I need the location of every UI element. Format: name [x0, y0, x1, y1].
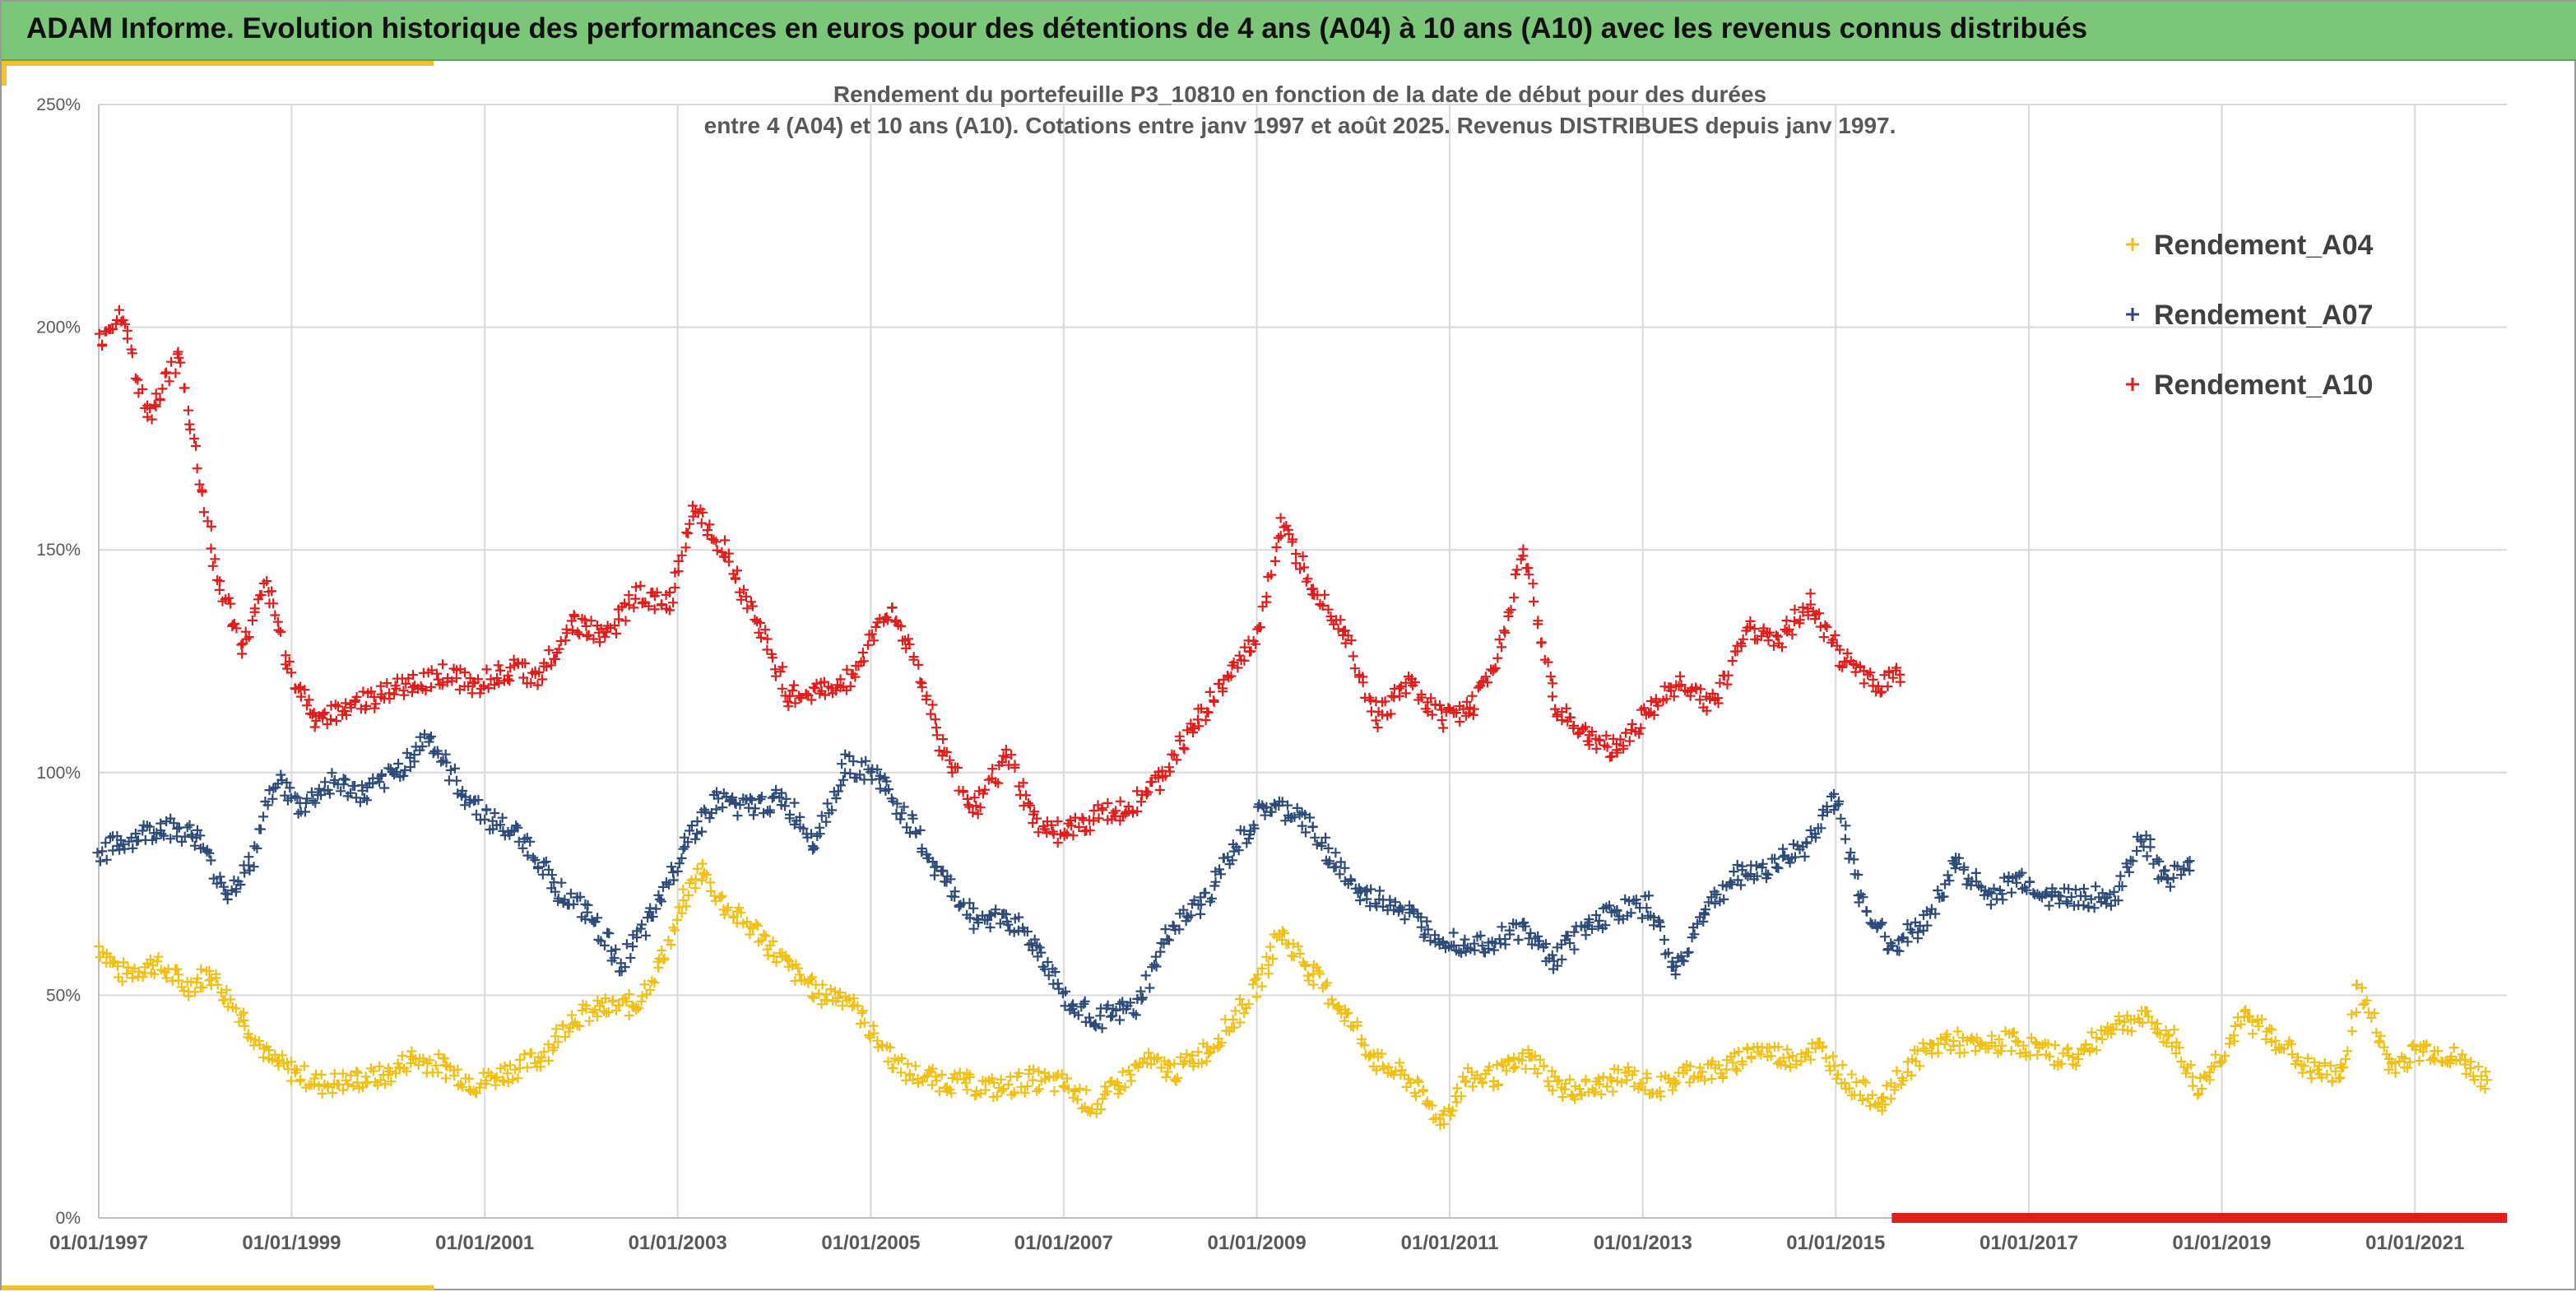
series-markers	[94, 858, 2492, 1131]
accent-strip-bottom	[2, 1285, 434, 1290]
report-banner: ADAM Informe. Evolution historique des p…	[2, 2, 2576, 61]
x-tick-label: 01/01/2019	[2172, 1232, 2271, 1254]
series-markers	[92, 729, 2195, 1034]
x-tick-label: 01/01/1999	[242, 1232, 341, 1254]
gridlines	[98, 104, 2507, 1219]
x-tick-label: 01/01/2009	[1208, 1232, 1307, 1254]
x-tick-label: 01/01/2001	[435, 1232, 534, 1254]
x-tick-label: 01/01/2005	[821, 1232, 920, 1254]
legend: Rendement_A04 Rendement_A07 Rendement_A10	[2126, 230, 2374, 401]
chart-subtitle: entre 4 (A04) et 10 ans (A10). Cotations…	[704, 113, 1896, 138]
accent-strip-top	[2, 61, 434, 66]
series-Rendement_A07	[92, 729, 2195, 1034]
x-axis-ticks: 01/01/1997 01/01/1999 01/01/2001 01/01/2003…	[49, 1232, 2464, 1254]
data-series	[92, 304, 2492, 1131]
x-tick-label: 01/01/2007	[1014, 1232, 1113, 1254]
series-Rendement_A10	[94, 304, 1905, 848]
report-title: ADAM Informe. Evolution historique des p…	[26, 12, 2088, 44]
axis-frame	[98, 105, 2507, 1219]
series-Rendement_A04	[94, 858, 2492, 1131]
accent-strip-left	[2, 61, 7, 86]
y-tick-label: 0%	[56, 1209, 81, 1228]
zero-band	[1891, 1213, 2507, 1223]
legend-marker	[2126, 238, 2139, 251]
legend-label: Rendement_A04	[2154, 230, 2374, 261]
x-tick-label: 01/01/2021	[2365, 1232, 2464, 1254]
y-tick-label: 150%	[36, 541, 81, 560]
x-tick-label: 01/01/2013	[1594, 1232, 1692, 1254]
chart-title: Rendement du portefeuille P3_10810 en fo…	[833, 81, 1766, 107]
x-tick-label: 01/01/2017	[1980, 1232, 2078, 1254]
series-markers	[94, 304, 1905, 848]
x-tick-label: 01/01/2003	[629, 1232, 727, 1254]
y-tick-label: 200%	[36, 318, 81, 337]
x-tick-label: 01/01/2011	[1401, 1232, 1499, 1254]
legend-marker	[2126, 308, 2139, 321]
y-tick-label: 250%	[36, 95, 81, 114]
x-tick-label: 01/01/1997	[49, 1232, 148, 1254]
legend-label: Rendement_A07	[2154, 300, 2373, 331]
zero-band-marks	[1891, 1213, 2507, 1223]
y-axis-ticks: 0% 50% 100% 150% 200% 250%	[36, 95, 81, 1228]
legend-label: Rendement_A10	[2154, 369, 2373, 401]
y-tick-label: 50%	[46, 986, 81, 1005]
y-tick-label: 100%	[36, 764, 81, 783]
x-tick-label: 01/01/2015	[1786, 1232, 1885, 1254]
legend-marker	[2126, 378, 2139, 391]
